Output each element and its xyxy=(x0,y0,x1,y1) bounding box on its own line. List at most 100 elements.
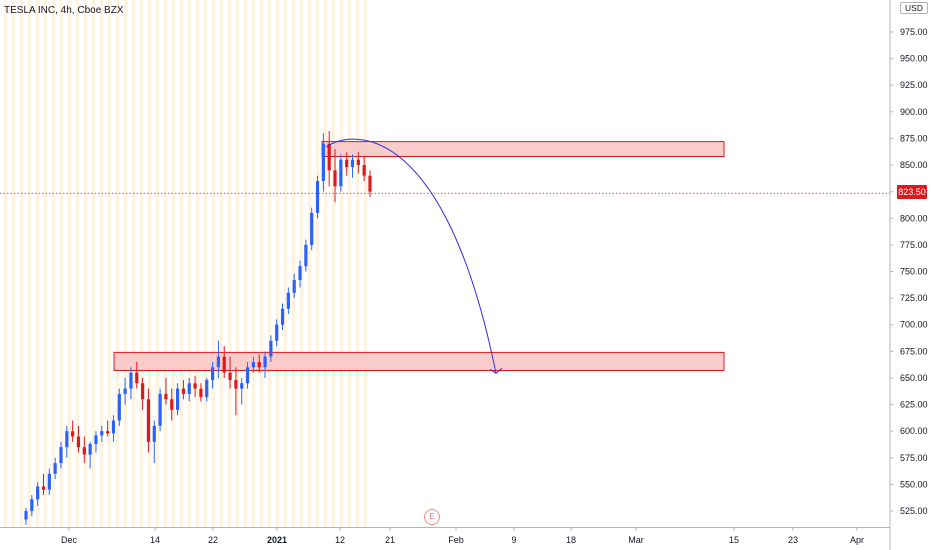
y-tick-label: 975.00 xyxy=(900,27,928,37)
projection-arrow[interactable] xyxy=(325,138,497,374)
candle-body xyxy=(100,431,104,436)
currency-label[interactable]: USD xyxy=(900,2,928,14)
session-stripe xyxy=(236,0,239,527)
x-tick-label: 9 xyxy=(511,535,516,545)
session-stripe xyxy=(140,0,143,527)
session-stripe xyxy=(164,0,167,527)
candle-body xyxy=(362,165,366,176)
session-stripe xyxy=(44,0,47,527)
candle-body xyxy=(216,356,221,368)
candle-body xyxy=(339,159,343,187)
candle-body xyxy=(141,383,145,400)
candle-body xyxy=(82,447,86,455)
candle-body xyxy=(111,420,116,434)
candle-body xyxy=(59,447,63,464)
candle-body xyxy=(193,383,197,389)
candle-body xyxy=(263,356,267,368)
candle-body xyxy=(170,399,174,410)
y-tick-label: 675.00 xyxy=(900,346,928,356)
candle-body xyxy=(234,380,238,389)
candle-body xyxy=(327,143,331,171)
candle-body xyxy=(53,463,57,474)
session-stripe xyxy=(84,0,87,527)
y-tick-label: 775.00 xyxy=(900,240,928,250)
session-stripe xyxy=(324,0,327,527)
candle-body xyxy=(65,431,69,448)
resistance-zone[interactable] xyxy=(321,141,725,158)
session-stripe xyxy=(364,0,367,527)
candle-body xyxy=(228,372,232,381)
session-stripe xyxy=(116,0,119,527)
candle-body xyxy=(356,159,360,166)
candle-body xyxy=(158,393,162,426)
y-tick-label: 575.00 xyxy=(900,453,928,463)
resistance-zone[interactable] xyxy=(113,351,725,371)
x-tick-label: 12 xyxy=(335,535,345,545)
candle-body xyxy=(175,388,180,410)
arrow-head xyxy=(489,367,503,374)
x-tick-label: 14 xyxy=(150,535,160,545)
session-stripe xyxy=(268,0,271,527)
x-tick-label: Apr xyxy=(850,535,864,545)
session-stripe xyxy=(4,0,7,527)
candle-body xyxy=(24,511,28,520)
candle-body xyxy=(286,292,290,309)
candle-body xyxy=(257,361,261,368)
y-tick-label: 850.00 xyxy=(900,160,928,170)
y-tick-label: 900.00 xyxy=(900,107,928,117)
x-tick-label: Dec xyxy=(61,535,78,545)
y-tick-label: 625.00 xyxy=(900,400,928,410)
session-stripe xyxy=(148,0,151,527)
candle-body xyxy=(345,159,349,168)
candle-body xyxy=(94,435,98,444)
session-stripe xyxy=(204,0,207,527)
x-tick-label: Mar xyxy=(628,535,644,545)
candle-body xyxy=(210,367,215,381)
candle-body xyxy=(304,244,308,267)
session-stripe xyxy=(100,0,103,527)
session-stripe xyxy=(68,0,71,527)
x-tick-label: 23 xyxy=(788,535,798,545)
y-tick-label: 925.00 xyxy=(900,80,928,90)
y-tick-label: 950.00 xyxy=(900,54,928,64)
session-stripe xyxy=(220,0,223,527)
candle-body xyxy=(222,356,226,373)
session-stripe xyxy=(260,0,263,527)
x-tick-label: 21 xyxy=(385,535,395,545)
y-tick-label: 875.00 xyxy=(900,133,928,143)
candle-body xyxy=(333,170,337,187)
earnings-marker[interactable]: E xyxy=(424,509,440,525)
session-stripe xyxy=(172,0,175,527)
candle-body xyxy=(36,486,40,500)
candle-body xyxy=(71,431,75,437)
candle-body xyxy=(123,388,127,394)
session-stripe xyxy=(292,0,295,527)
session-stripe xyxy=(340,0,343,527)
session-stripe xyxy=(228,0,231,527)
y-tick-label: 650.00 xyxy=(900,373,928,383)
candle-body xyxy=(88,443,92,455)
candle-body xyxy=(135,372,139,384)
candle-body xyxy=(315,180,320,213)
candle-body xyxy=(350,159,355,168)
y-tick-label: 600.00 xyxy=(900,426,928,436)
session-stripe xyxy=(356,0,359,527)
candle-body xyxy=(187,383,191,394)
candle-body xyxy=(245,367,250,384)
candle-body xyxy=(368,175,372,192)
session-stripe xyxy=(12,0,15,527)
session-stripe xyxy=(348,0,351,527)
session-stripe xyxy=(276,0,279,527)
candle-body xyxy=(269,340,273,357)
x-tick-label: 22 xyxy=(208,535,218,545)
y-tick-label: 750.00 xyxy=(900,266,928,276)
candle-body xyxy=(129,372,133,389)
session-stripe xyxy=(316,0,319,527)
session-stripe xyxy=(180,0,183,527)
session-stripe xyxy=(92,0,95,527)
session-stripe xyxy=(124,0,127,527)
session-stripe xyxy=(212,0,215,527)
candle-body xyxy=(164,393,168,400)
